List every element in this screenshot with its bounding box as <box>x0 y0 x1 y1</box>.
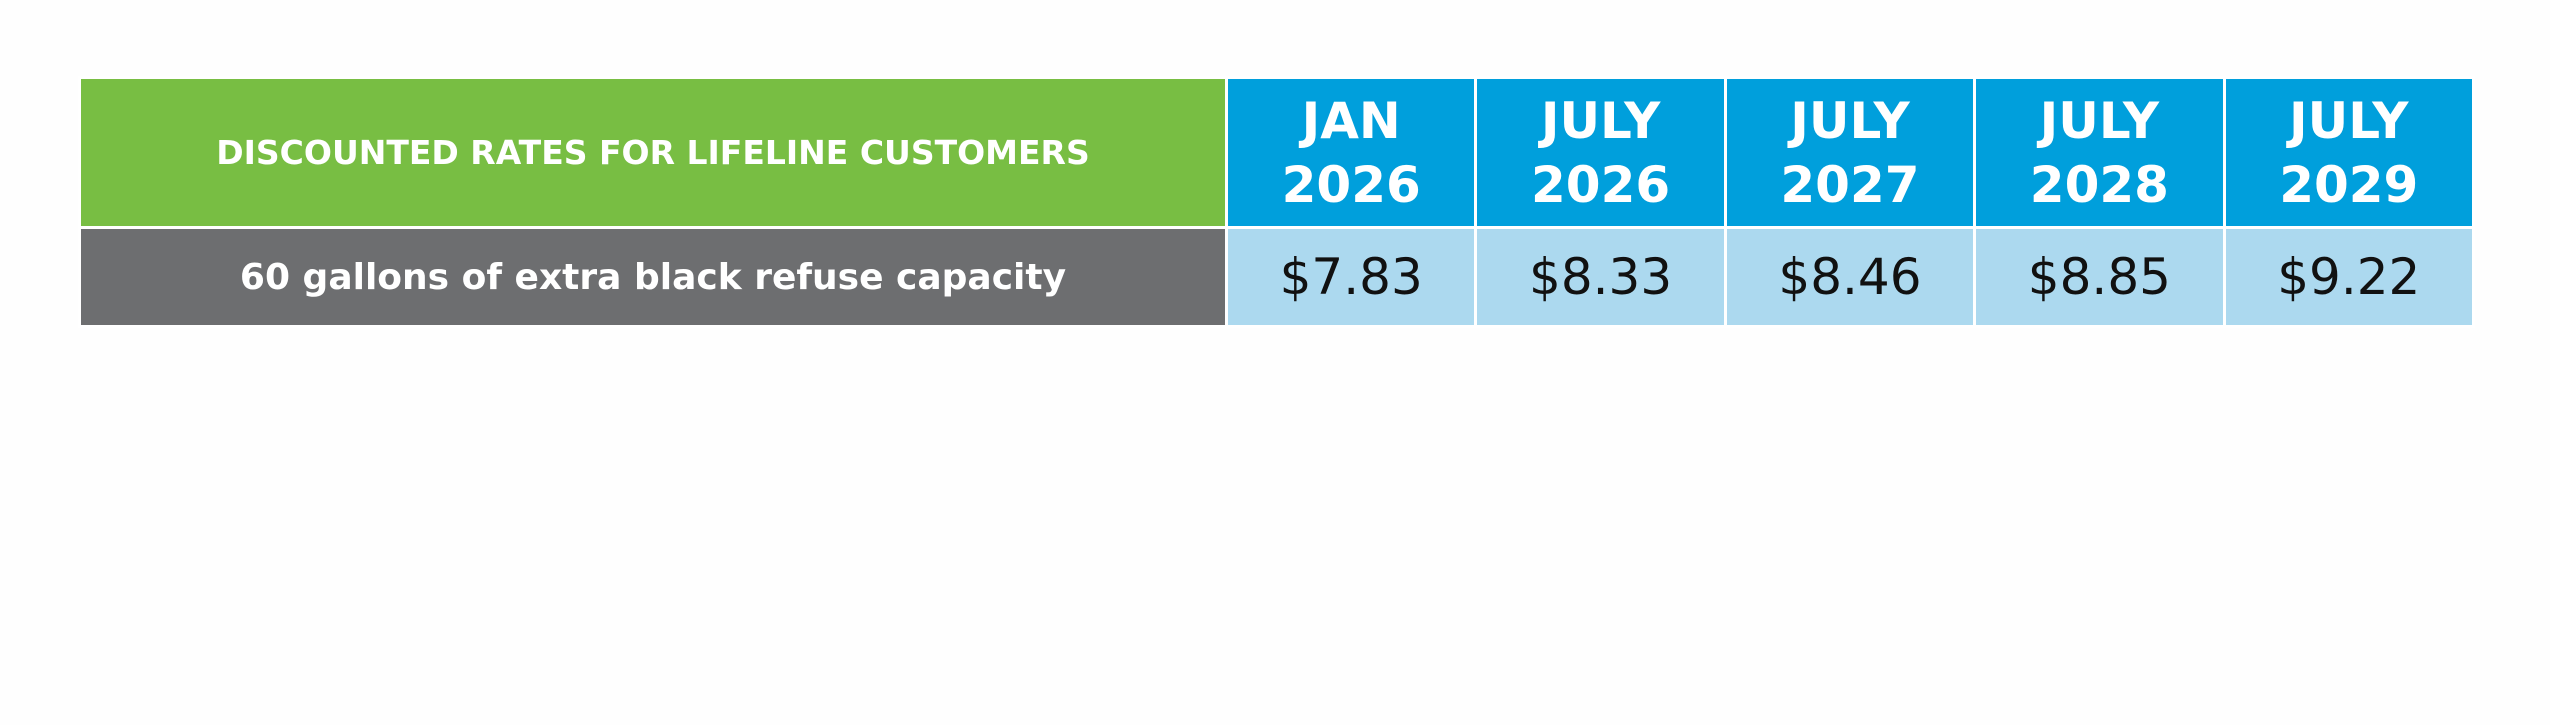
date-header: JULY 2028 <box>1973 76 2226 229</box>
date-month: JULY <box>1790 91 1910 150</box>
price-cell: $8.46 <box>1723 226 1977 328</box>
rates-table: DISCOUNTED RATES FOR LIFELINE CUSTOMERS … <box>78 76 2476 328</box>
table-body: 60 gallons of extra black refuse capacit… <box>78 226 2476 328</box>
date-header: JAN 2026 <box>1224 76 1478 229</box>
rate-row: 60 gallons of extra black refuse capacit… <box>78 226 2476 328</box>
date-year: 2028 <box>2029 155 2169 214</box>
date-header: JULY 2027 <box>1723 76 1977 229</box>
date-header: JULY 2029 <box>2222 76 2476 229</box>
price-cell: $8.33 <box>1474 226 1727 328</box>
price-cell: $9.22 <box>2222 226 2476 328</box>
date-month: JULY <box>1540 91 1661 150</box>
price-cell: $7.83 <box>1224 226 1478 328</box>
date-month: JAN <box>1301 91 1401 150</box>
date-month: JULY <box>2039 91 2160 150</box>
row-label: 60 gallons of extra black refuse capacit… <box>78 226 1228 328</box>
price-cell: $8.85 <box>1973 226 2226 328</box>
table-title: DISCOUNTED RATES FOR LIFELINE CUSTOMERS <box>78 76 1228 229</box>
date-month: JULY <box>2289 91 2409 150</box>
date-year: 2026 <box>1531 155 1671 214</box>
date-header: JULY 2026 <box>1474 76 1727 229</box>
date-year: 2029 <box>2279 155 2419 214</box>
date-year: 2026 <box>1281 155 1421 214</box>
header-row: DISCOUNTED RATES FOR LIFELINE CUSTOMERS … <box>78 76 2476 229</box>
date-year: 2027 <box>1780 155 1920 214</box>
